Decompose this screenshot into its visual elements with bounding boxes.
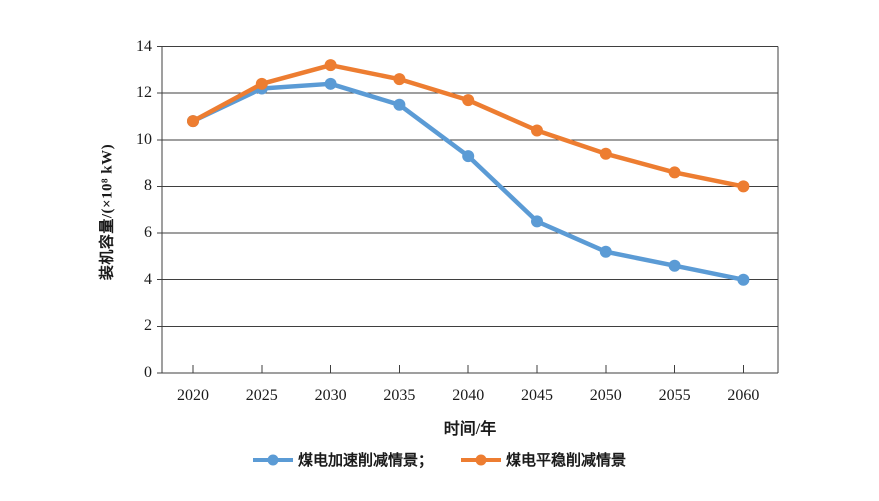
data-point-series-0 [668,259,681,272]
data-point-series-0 [737,273,750,286]
data-point-series-1 [324,59,337,72]
data-point-series-0 [531,215,543,228]
x-tick-label: 2025 [245,387,278,404]
x-tick-label: 2020 [177,387,209,404]
legend-line-marker-blue-icon [252,454,293,465]
legend-line-marker-orange-icon [461,454,501,465]
data-point-series-1 [599,147,612,160]
legend-label-accelerated-reduction: 煤电加速削减情景； [297,453,433,469]
x-tick-label: 2045 [521,387,553,404]
x-tick-label: 2055 [658,387,691,404]
data-point-series-1 [668,166,681,179]
data-point-series-1 [187,115,199,128]
y-tick-label: 2 [144,317,152,335]
x-tick-label: 2030 [314,387,347,404]
legend: 煤电加速削减情景； 煤电平稳削减情景 [0,449,879,470]
y-tick-label: 10 [136,130,152,148]
legend-item-accelerated-reduction: 煤电加速削减情景； [252,449,433,470]
x-tick-label: 2060 [727,387,760,404]
series-line-0 [190,81,746,282]
data-point-series-1 [393,73,406,86]
x-tick-label: 2040 [452,387,485,404]
data-point-series-0 [393,98,406,111]
data-point-series-1 [462,94,475,107]
legend-label-steady-reduction: 煤电平稳削减情景 [506,453,627,469]
x-tick-label: 2035 [383,387,416,404]
data-point-series-0 [462,150,475,163]
data-point-series-1 [531,124,543,137]
y-tick-label: 14 [136,37,152,55]
data-point-series-0 [324,77,337,90]
y-tick-label: 8 [144,177,152,195]
legend-item-steady-reduction: 煤电平稳削减情景 [461,449,626,470]
y-tick-label: 6 [144,224,152,242]
x-axis-title: 时间/年 [443,421,497,438]
data-point-series-1 [255,77,268,90]
y-tick-label: 4 [144,270,152,288]
series-line-1 [190,62,746,189]
data-point-series-1 [737,180,750,193]
y-axis-title: 装机容量/(×10⁸ kW) [99,143,116,281]
y-tick-label: 12 [136,84,152,102]
data-point-series-0 [599,245,612,258]
y-tick-label: 0 [144,364,152,381]
x-tick-label: 2050 [589,387,622,404]
